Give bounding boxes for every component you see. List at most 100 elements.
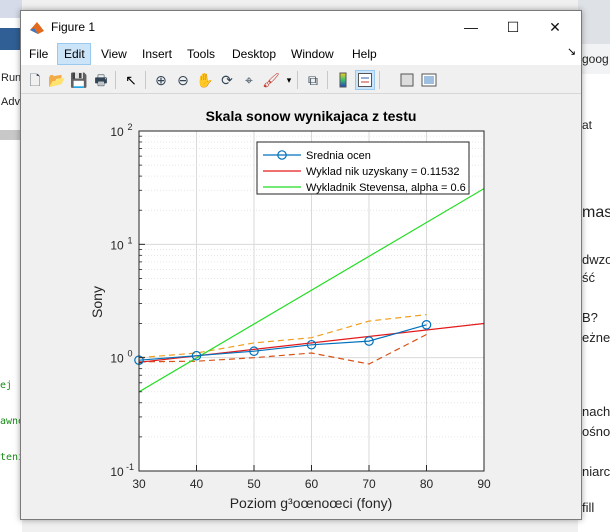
y-tick-label: 10 bbox=[110, 238, 124, 252]
series-line bbox=[139, 188, 484, 393]
figure-canvas[interactable]: 10 -1 10 0 10 1 10 2 30 40 50 60 70 80 90 Skala sonow … bbox=[21, 94, 581, 518]
pointer-icon[interactable]: ↖ bbox=[125, 72, 137, 88]
series-line bbox=[139, 314, 427, 359]
y-tick-exponent: -1 bbox=[126, 462, 134, 472]
background-app-right: goog at mas dwzo ść B? eżne nach ośno ni… bbox=[578, 0, 610, 532]
background-text: dwzo bbox=[582, 252, 610, 267]
data-point bbox=[364, 336, 374, 346]
x-tick-label: 40 bbox=[190, 477, 204, 491]
background-text: niarc bbox=[582, 464, 610, 479]
y-tick-exponent: 1 bbox=[127, 235, 132, 245]
data-point bbox=[191, 350, 202, 361]
series-line bbox=[139, 324, 427, 361]
background-text: goog bbox=[582, 52, 609, 66]
menu-view[interactable]: View bbox=[101, 47, 127, 61]
window-titlebar[interactable]: Figure 1 — ☐ ✕ bbox=[21, 11, 581, 43]
toolbar-separator bbox=[115, 71, 116, 89]
background-text: fill bbox=[582, 500, 595, 515]
series-layer bbox=[134, 188, 484, 393]
y-tick-exponent: 2 bbox=[127, 122, 132, 132]
background-text: mas bbox=[582, 204, 610, 221]
background-app-left: Run Adv ej awne tenit bbox=[0, 0, 30, 532]
x-tick-label: 30 bbox=[132, 477, 146, 491]
x-tick-label: 70 bbox=[362, 477, 376, 491]
zoom-out-icon[interactable]: ⊖ bbox=[177, 72, 189, 88]
y-axis-label: Sony bbox=[89, 286, 105, 318]
legend-entry-label: Wyklad nik uzyskany = 0.11532 bbox=[306, 166, 459, 178]
toolbar-separator bbox=[145, 71, 146, 89]
background-text: B? bbox=[582, 310, 598, 325]
save-icon[interactable]: 💾 bbox=[70, 72, 88, 88]
print-icon[interactable]: 🖶 bbox=[94, 72, 108, 88]
background-text: at bbox=[582, 118, 593, 132]
y-tick-label: 10 bbox=[110, 465, 124, 479]
background-text: eżne bbox=[582, 330, 610, 345]
new-figure-icon[interactable]: 🗋 bbox=[29, 72, 41, 88]
toolbar-separator bbox=[297, 71, 298, 89]
close-button[interactable]: ✕ bbox=[549, 18, 561, 35]
legend-entry-label: Wykladnik Stevensa, alpha = 0.6 bbox=[306, 182, 466, 194]
legend-box bbox=[256, 141, 470, 195]
window-title: Figure 1 bbox=[51, 20, 96, 34]
zoom-in-icon[interactable]: ⊕ bbox=[155, 72, 167, 88]
open-file-icon[interactable]: 📂 bbox=[48, 72, 66, 88]
menu-hover-highlight bbox=[57, 43, 91, 65]
x-tick-label: 50 bbox=[247, 477, 261, 491]
toolbar-separator bbox=[379, 71, 380, 89]
brush-icon[interactable]: 🖌 bbox=[262, 72, 280, 88]
background-label-run: Run bbox=[1, 72, 22, 84]
brush-dropdown-icon[interactable]: ▾ bbox=[286, 75, 292, 85]
legend-marker bbox=[277, 150, 287, 160]
data-point bbox=[249, 346, 259, 357]
link-plot-icon[interactable]: ⧉ bbox=[308, 72, 318, 88]
dock-arrow-icon[interactable]: ↘ bbox=[567, 46, 577, 58]
figure-window: Figure 1 — ☐ ✕ File Edit View Insert Too… bbox=[20, 10, 582, 520]
menu-help[interactable]: Help bbox=[352, 47, 377, 61]
pan-icon[interactable]: ✋ bbox=[196, 72, 214, 88]
data-point bbox=[306, 339, 317, 350]
legend[interactable]: Srednia ocen Wyklad nik uzyskany = 0.1153… bbox=[256, 141, 470, 195]
legend-entry-label: Srednia ocen bbox=[306, 150, 371, 162]
y-tick-label: 10 bbox=[110, 125, 124, 139]
background-address-bar bbox=[578, 44, 610, 74]
data-cursor-icon[interactable]: ⌖ bbox=[245, 72, 253, 88]
minimize-button[interactable]: — bbox=[464, 19, 478, 35]
toolbar-separator bbox=[327, 71, 328, 89]
chart-title: Skala sonow wynikajaca z testu bbox=[206, 108, 417, 124]
background-code-line: ej bbox=[0, 380, 13, 391]
menu-edit[interactable]: Edit bbox=[64, 47, 85, 61]
y-tick-exponent: 0 bbox=[127, 349, 132, 359]
background-text: nach bbox=[582, 404, 610, 419]
menu-insert[interactable]: Insert bbox=[142, 47, 173, 61]
menu-tools[interactable]: Tools bbox=[187, 47, 216, 61]
data-point bbox=[421, 319, 432, 330]
background-divider bbox=[0, 130, 22, 140]
series-line bbox=[139, 333, 427, 365]
menu-file[interactable]: File bbox=[29, 47, 49, 61]
menu-desktop[interactable]: Desktop bbox=[232, 47, 277, 61]
x-axis-label: Poziom g³oœnoœci (fony) bbox=[230, 495, 393, 511]
background-label-adv: Adv bbox=[1, 96, 20, 108]
legend-icon[interactable] bbox=[355, 70, 375, 90]
background-code-line: tenit bbox=[0, 452, 31, 463]
x-tick-label: 60 bbox=[305, 477, 319, 491]
menu-window[interactable]: Window bbox=[291, 47, 334, 61]
y-tick-label: 10 bbox=[110, 352, 124, 366]
x-tick-label: 80 bbox=[420, 477, 434, 491]
maximize-button[interactable]: ☐ bbox=[506, 18, 520, 35]
background-browser-tabs bbox=[578, 0, 610, 44]
x-tick-label: 90 bbox=[477, 477, 491, 491]
background-titlebar bbox=[0, 0, 22, 18]
figure-toolbar: 🗋 📂 💾 🖶 ↖ ⊕ ⊖ ✋ ⟳ ⌖ 🖌 ▾ ⧉ bbox=[21, 67, 581, 94]
hide-plot-tools-icon[interactable] bbox=[397, 70, 417, 90]
rotate-icon[interactable]: ⟳ bbox=[221, 72, 233, 88]
background-text: ośno bbox=[582, 424, 610, 439]
colorbar-icon[interactable] bbox=[333, 70, 353, 90]
menu-bar: File Edit View Insert Tools Desktop Wind… bbox=[21, 43, 581, 65]
background-ribbon bbox=[0, 28, 22, 50]
background-text: ść bbox=[582, 270, 595, 285]
show-plot-tools-icon[interactable] bbox=[419, 70, 439, 90]
background-code-line: awne bbox=[0, 416, 25, 427]
